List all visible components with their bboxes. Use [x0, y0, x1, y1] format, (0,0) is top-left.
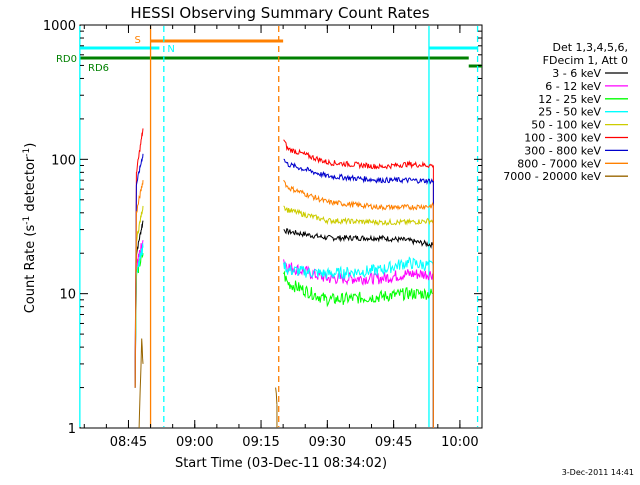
legend-label-5: 100 - 300 keV [524, 132, 601, 145]
legend-label-0: 3 - 6 keV [552, 67, 601, 80]
series-line-5-seg-0 [134, 128, 144, 388]
flag-label-n: N [167, 44, 174, 55]
flag-label-rd6: RD6 [88, 63, 109, 74]
series-line-6-seg-0 [134, 153, 144, 388]
y-axis-label-mid: detector [23, 156, 38, 216]
x-tick-label-3: 09:30 [309, 435, 346, 450]
axis-layer: 08:45 09:00 09:15 09:30 09:45 10:00 1 10 100 1000 [43, 19, 483, 450]
x-axis-label: Start Time (03-Dec-11 08:34:02) [175, 456, 387, 471]
legend-header-1: Det 1,3,4,5,6, [552, 41, 628, 54]
x-tick-label-2: 09:15 [242, 435, 279, 450]
legend-label-2: 12 - 25 keV [538, 93, 601, 106]
x-tick-label-4: 09:45 [375, 435, 412, 450]
x-tick-label-1: 09:00 [176, 435, 213, 450]
y-tick-label-1: 10 [59, 288, 76, 303]
series-line-2-seg-1 [283, 270, 434, 308]
y-axis-label-sup2: -1 [22, 148, 32, 157]
legend-label-3: 25 - 50 keV [538, 106, 601, 119]
legend-label-1: 6 - 12 keV [545, 80, 601, 93]
legend-header-2: FDecim 1, Att 0 [543, 54, 628, 67]
x-tick-label-5: 10:00 [441, 435, 478, 450]
series-line-5-seg-1 [283, 139, 434, 170]
flag-label-rd0: RD0 [56, 54, 77, 65]
legend-label-7: 800 - 7000 keV [517, 157, 601, 170]
series-line-8-seg-0 [138, 338, 144, 429]
footer-date: 3-Dec-2011 14:41 [562, 468, 634, 477]
chart-title: HESSI Observing Summary Count Rates [130, 4, 429, 22]
series-line-3-seg-1 [283, 256, 434, 281]
y-tick-label-2: 100 [51, 153, 76, 168]
legend-label-6: 300 - 800 keV [524, 144, 601, 157]
y-tick-label-0: 1 [68, 422, 76, 437]
flag-label-s: S [135, 35, 141, 46]
vline-layer [79, 26, 479, 427]
plot-frame [79, 24, 483, 429]
series-line-6-seg-1 [283, 158, 434, 186]
legend: Det 1,3,4,5,6, FDecim 1, Att 0 3 - 6 keV… [503, 41, 628, 183]
y-axis-label-sup1: -1 [22, 216, 32, 225]
y-tick-label-3: 1000 [43, 19, 76, 34]
x-tick-label-0: 08:45 [110, 435, 147, 450]
flag-layer: S N RD0 RD6 [56, 35, 482, 74]
series-line-1-seg-1 [283, 259, 434, 286]
y-axis-label-main: Count Rate (s [23, 225, 38, 314]
legend-label-4: 50 - 100 keV [531, 119, 601, 132]
series-line-7-seg-0 [134, 180, 144, 388]
series-layer [134, 128, 434, 429]
y-axis-label: Count Rate (s-1 detector-1) [22, 143, 38, 314]
y-axis-label-end: ) [23, 143, 38, 148]
series-line-4-seg-1 [283, 205, 434, 227]
series-line-8-seg-1 [275, 387, 278, 405]
series-line-7-seg-1 [283, 179, 434, 211]
series-line-0-seg-1 [283, 228, 434, 249]
legend-label-8: 7000 - 20000 keV [503, 170, 601, 183]
